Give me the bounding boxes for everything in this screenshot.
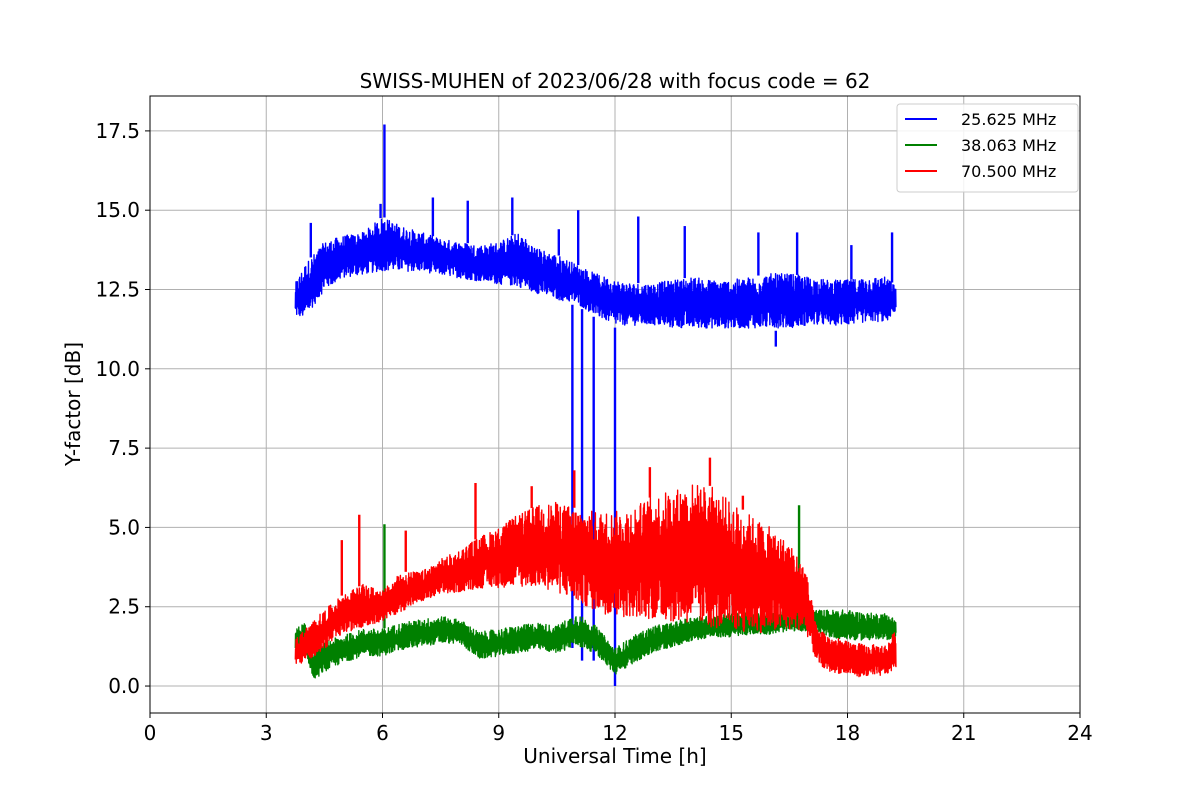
y-tick-label: 12.5 [95,278,140,302]
x-tick-label: 15 [719,721,744,745]
y-tick-label: 2.5 [108,595,140,619]
y-tick-label: 0.0 [108,674,140,698]
legend-box [896,103,1079,193]
y-tick-label: 10.0 [95,357,140,381]
legend-label: 38.063 MHz [961,136,1056,155]
ticks-layer: 0 3 6 9 12 15 18 21 24 0.0 2.5 5.0 7.5 10.0 12.5 15.0 17… [95,119,1092,745]
chart-title: SWISS-MUHEN of 2023/06/28 with focus cod… [360,69,871,93]
x-tick-label: 0 [144,721,157,745]
legend-label: 70.500 MHz [961,162,1056,181]
x-tick-label: 12 [602,721,627,745]
x-tick-label: 6 [376,721,389,745]
x-tick-label: 3 [260,721,273,745]
plot-area [294,124,897,687]
x-tick-label: 18 [835,721,860,745]
legend: 25.625 MHz 38.063 MHz 70.500 MHz [896,103,1079,193]
x-tick-label: 24 [1067,721,1092,745]
x-axis-label: Universal Time [h] [523,744,706,768]
y-tick-label: 5.0 [108,515,140,539]
x-tick-label: 9 [492,721,505,745]
series-2 [294,457,897,678]
y-tick-label: 7.5 [108,436,140,460]
series-line-2 [294,484,897,678]
x-tick-label: 21 [951,721,976,745]
series-0 [294,124,897,687]
y-tick-label: 17.5 [95,119,140,143]
series-line-0 [294,218,897,329]
y-tick-label: 15.0 [95,198,140,222]
y-axis-label: Y-factor [dB] [61,342,85,467]
legend-label: 25.625 MHz [961,110,1056,129]
